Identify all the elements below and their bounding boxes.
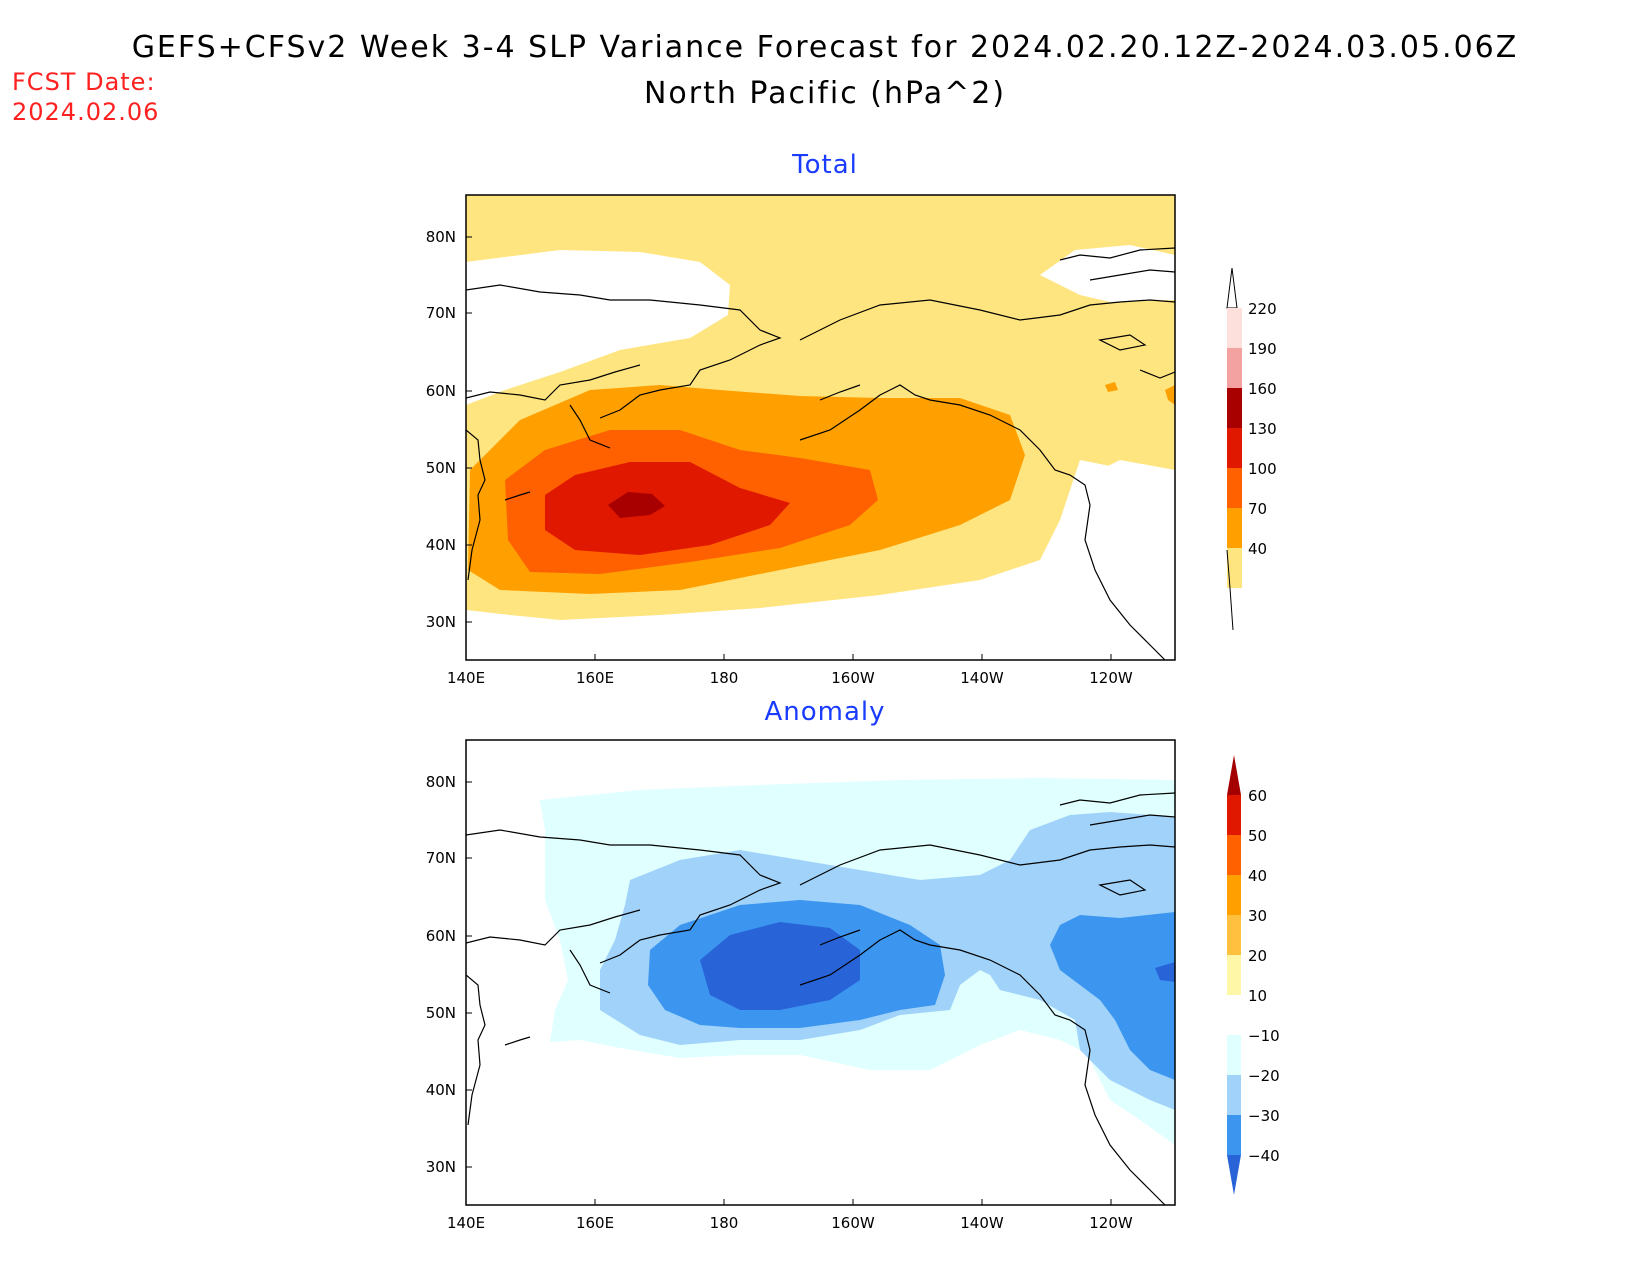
lon-tick-label: 160W bbox=[831, 1214, 875, 1232]
lat-tick-label: 60N bbox=[426, 382, 456, 400]
lon-tick-label: 160E bbox=[576, 669, 614, 687]
lon-tick-label: 140E bbox=[447, 1214, 485, 1232]
lat-tick-label: 80N bbox=[426, 228, 456, 246]
lat-tick-label: 70N bbox=[426, 849, 456, 867]
lon-tick-label: 180 bbox=[710, 1214, 739, 1232]
lat-tick-label: 80N bbox=[426, 773, 456, 791]
lat-tick-label: 50N bbox=[426, 459, 456, 477]
anomaly-shading bbox=[466, 740, 1175, 1205]
lon-tick-label: 140W bbox=[960, 669, 1004, 687]
colorbar-label: 20 bbox=[1248, 947, 1267, 965]
total-shading bbox=[466, 195, 1175, 660]
lat-tick-label: 60N bbox=[426, 927, 456, 945]
colorbar-label: 100 bbox=[1248, 460, 1277, 478]
lon-tick-label: 140E bbox=[447, 669, 485, 687]
forecast-date-label: FCST Date: bbox=[12, 68, 156, 96]
anomaly-colorbar: 60 50 40 30 20 10 −10 −20 −30 −40 bbox=[1227, 755, 1280, 1195]
colorbar-label: −30 bbox=[1248, 1107, 1280, 1125]
lon-tick-label: 160W bbox=[831, 669, 875, 687]
colorbar-label: 220 bbox=[1248, 300, 1277, 318]
total-panel-title: Total bbox=[792, 150, 858, 180]
lon-tick-label: 180 bbox=[710, 669, 739, 687]
lat-tick-label: 40N bbox=[426, 1081, 456, 1099]
colorbar-label: 10 bbox=[1248, 987, 1267, 1005]
lat-tick-label: 30N bbox=[426, 613, 456, 631]
colorbar-label: −40 bbox=[1248, 1147, 1280, 1165]
sub-title: North Pacific (hPa^2) bbox=[643, 76, 1007, 111]
main-title: GEFS+CFSv2 Week 3-4 SLP Variance Forecas… bbox=[131, 30, 1519, 65]
colorbar-label: 50 bbox=[1248, 827, 1267, 845]
lon-tick-label: 120W bbox=[1089, 1214, 1133, 1232]
lon-tick-label: 160E bbox=[576, 1214, 614, 1232]
lat-tick-label: 50N bbox=[426, 1004, 456, 1022]
colorbar-label: 70 bbox=[1248, 500, 1267, 518]
lon-tick-label: 120W bbox=[1089, 669, 1133, 687]
colorbar-label: 40 bbox=[1248, 540, 1267, 558]
total-lon-ticks: 140E 160E 180 160W 140W 120W bbox=[447, 654, 1133, 687]
anomaly-lon-ticks: 140E 160E 180 160W 140W 120W bbox=[447, 1199, 1133, 1232]
lat-tick-label: 40N bbox=[426, 536, 456, 554]
colorbar-label: 130 bbox=[1248, 420, 1277, 438]
colorbar-label: −20 bbox=[1248, 1067, 1280, 1085]
colorbar-label: 190 bbox=[1248, 340, 1277, 358]
colorbar-label: 30 bbox=[1248, 907, 1267, 925]
lat-tick-label: 70N bbox=[426, 304, 456, 322]
colorbar-label: 60 bbox=[1248, 787, 1267, 805]
forecast-date-value: 2024.02.06 bbox=[12, 98, 160, 126]
lat-tick-label: 30N bbox=[426, 1158, 456, 1176]
colorbar-label: 160 bbox=[1248, 380, 1277, 398]
total-colorbar: 220 190 160 130 100 70 40 bbox=[1226, 267, 1277, 631]
anomaly-panel-title: Anomaly bbox=[764, 697, 886, 727]
total-lat-ticks: 80N 70N 60N 50N 40N 30N bbox=[426, 228, 472, 631]
colorbar-label: 40 bbox=[1248, 867, 1267, 885]
lon-tick-label: 140W bbox=[960, 1214, 1004, 1232]
anomaly-lat-ticks: 80N 70N 60N 50N 40N 30N bbox=[426, 773, 472, 1176]
colorbar-label: −10 bbox=[1248, 1027, 1280, 1045]
